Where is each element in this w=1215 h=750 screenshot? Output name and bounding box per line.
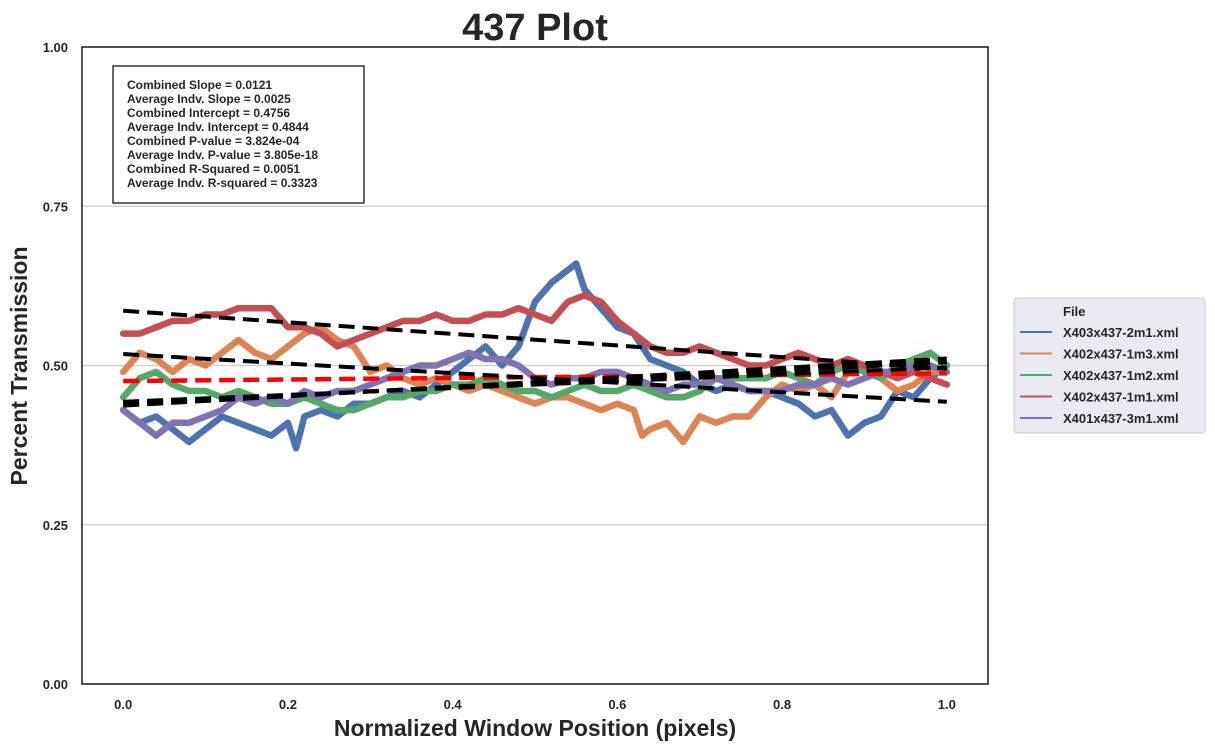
legend-entry: X402x437-1m3.xml [1063,347,1179,362]
individual-fit-line [123,356,947,408]
stats-box-frame [112,65,365,204]
individual-fit-line [123,365,947,404]
stats-line: Combined R-Squared = 0.0051 [127,162,300,176]
x-tick-label: 0.0 [114,697,132,712]
stats-line: Combined Intercept = 0.4756 [127,106,290,120]
fit-lines-layer [123,308,947,408]
x-tick-label: 0.6 [608,697,626,712]
series-layer [119,260,951,452]
legend-entry: X402x437-1m2.xml [1063,368,1179,383]
legend-entry: X401x437-3m1.xml [1063,411,1179,426]
individual-fit-line [123,352,947,404]
legend-entry: X403x437-2m1.xml [1063,325,1179,340]
stats-line: Combined Slope = 0.0121 [127,78,272,92]
y-tick-label: 1.00 [43,40,68,55]
series-line [119,292,951,388]
stats-line: Average Indv. Intercept = 0.4844 [127,120,309,134]
plot-frame [81,46,989,685]
x-tick-label: 0.2 [279,697,297,712]
y-tick-label: 0.00 [43,677,68,692]
legend-title: File [1063,304,1085,319]
individual-fit-line [123,308,947,371]
y-tick-label: 0.75 [43,199,68,214]
stats-line: Average Indv. Slope = 0.0025 [127,92,291,106]
x-tick-label: 0.4 [444,697,463,712]
chart-title: 437 Plot [462,7,608,49]
y-tick-label: 0.50 [43,359,68,374]
stats-line: Average Indv. R-squared = 0.3323 [127,176,318,190]
legend-entry: X402x437-1m1.xml [1063,390,1179,405]
x-axis-label: Normalized Window Position (pixels) [334,715,736,741]
stats-line: Combined P-value = 3.824e-04 [127,134,300,148]
x-tick-label: 0.8 [773,697,791,712]
axis-ticks: 0.0 0.2 0.4 0.6 0.8 1.0 0.00 0.25 0.50 0.75 1.00 [43,40,956,712]
stats-line: Average Indv. P-value = 3.805e-18 [127,148,318,162]
series-line [119,260,951,452]
y-tick-label: 0.25 [43,518,68,533]
y-axis-label: Percent Transmission [6,246,32,485]
legend-frame [1013,297,1206,434]
x-tick-label: 1.0 [938,697,956,712]
legend: File X403x437-2m1.xml X402x437-1m3.xml X40… [1013,297,1206,434]
